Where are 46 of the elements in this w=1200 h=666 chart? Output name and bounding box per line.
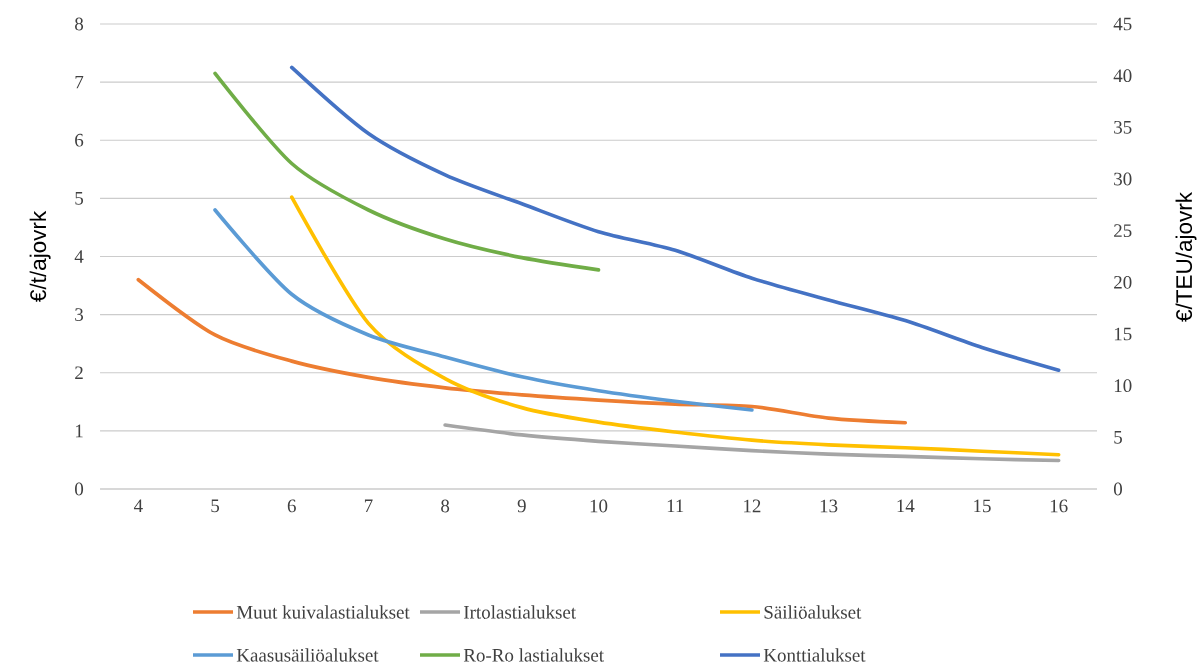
y-tick-label: 3 bbox=[75, 308, 84, 321]
y-tick-label: 6 bbox=[75, 133, 84, 147]
legend-label: Ro-Ro lastialukset bbox=[463, 648, 604, 662]
x-tick-label: 6 bbox=[287, 499, 296, 513]
x-tick-label: 16 bbox=[1050, 499, 1068, 513]
y-tick-label: 0 bbox=[75, 482, 84, 496]
y2-tick-label: 0 bbox=[1113, 482, 1123, 496]
y-tick-label: 7 bbox=[75, 75, 84, 89]
x-tick-label: 12 bbox=[744, 499, 761, 513]
y2-tick-label: 40 bbox=[1113, 69, 1132, 83]
legend-label: Konttialukset bbox=[763, 648, 866, 662]
y-tick-label: 4 bbox=[74, 250, 84, 263]
y-tick-label: 5 bbox=[75, 192, 84, 205]
y-tick-label: 8 bbox=[75, 17, 84, 31]
y2-tick-label: 15 bbox=[1114, 327, 1132, 341]
y-tick-label: 1 bbox=[75, 424, 83, 438]
line-series bbox=[213, 71, 601, 272]
y2-tick-label: 20 bbox=[1114, 275, 1132, 289]
y2-tick-label: 10 bbox=[1114, 379, 1132, 393]
x-tick-label: 13 bbox=[820, 499, 838, 513]
y2-tick-label: 25 bbox=[1114, 224, 1132, 238]
legend-label: Muut kuivalastialukset bbox=[236, 605, 410, 619]
x-tick-label: 8 bbox=[441, 499, 450, 513]
x-tick-label: 7 bbox=[364, 499, 373, 513]
x-tick-label: 10 bbox=[590, 499, 608, 513]
legend-label: Säiliöalukset bbox=[764, 605, 862, 619]
y2-tick-label: 45 bbox=[1113, 17, 1132, 31]
x-tick-label: 15 bbox=[974, 499, 991, 513]
y2-tick-label: 30 bbox=[1114, 172, 1132, 186]
y2-tick-label: 5 bbox=[1114, 431, 1122, 444]
legend-label: Kaasusäiliöalukset bbox=[236, 648, 379, 662]
line-series bbox=[443, 423, 1061, 463]
y-tick-label: 2 bbox=[75, 366, 83, 380]
y2-tick-label: 35 bbox=[1114, 120, 1132, 134]
x-tick-label: 5 bbox=[211, 499, 220, 513]
x-tick-label: 11 bbox=[667, 499, 684, 513]
y-axis-title: €/t/ajovrk bbox=[29, 210, 51, 302]
line-series bbox=[289, 65, 1061, 372]
y2-axis-title: €/TEU/ajovrk bbox=[1175, 191, 1197, 322]
line-series bbox=[213, 208, 754, 412]
line-series bbox=[289, 195, 1061, 457]
x-tick-label: 14 bbox=[897, 499, 915, 513]
legend-label: Irtolastialukset bbox=[463, 605, 576, 619]
line-series bbox=[136, 277, 908, 425]
x-tick-label: 4 bbox=[133, 499, 143, 513]
x-tick-label: 9 bbox=[517, 499, 526, 513]
